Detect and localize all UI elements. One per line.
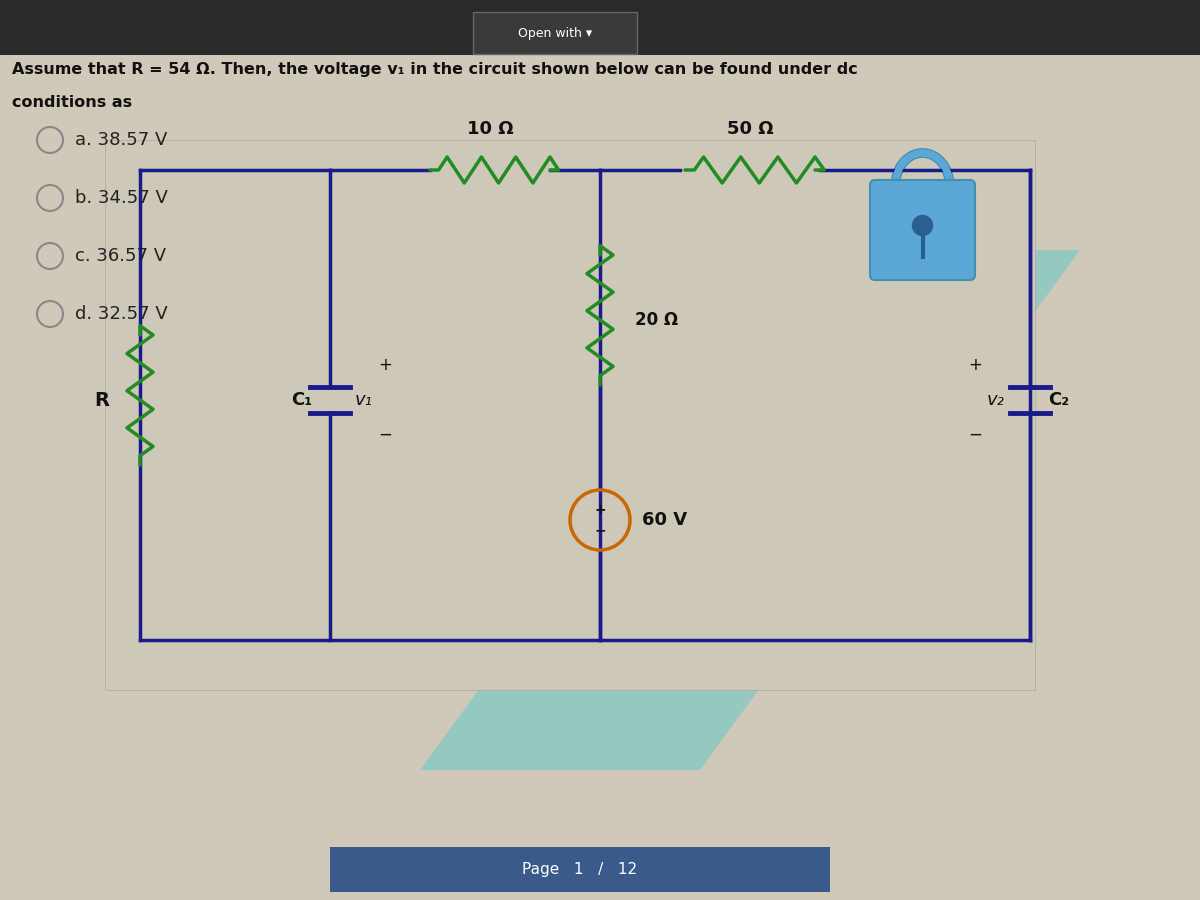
Text: +: + bbox=[594, 503, 606, 517]
FancyBboxPatch shape bbox=[330, 847, 830, 892]
Text: +: + bbox=[968, 356, 982, 374]
Text: b. 34.57 V: b. 34.57 V bbox=[74, 189, 168, 207]
Text: C₁: C₁ bbox=[290, 391, 312, 409]
FancyBboxPatch shape bbox=[870, 180, 974, 280]
Text: Page   1   /   12: Page 1 / 12 bbox=[522, 862, 637, 877]
Text: Open with ▾: Open with ▾ bbox=[518, 26, 592, 40]
Text: v₁: v₁ bbox=[355, 391, 373, 409]
FancyBboxPatch shape bbox=[106, 140, 1036, 690]
Text: c. 36.57 V: c. 36.57 V bbox=[74, 247, 166, 265]
Polygon shape bbox=[420, 250, 1080, 770]
FancyBboxPatch shape bbox=[473, 12, 637, 54]
Text: −: − bbox=[378, 426, 392, 444]
Text: −: − bbox=[594, 523, 606, 537]
FancyBboxPatch shape bbox=[0, 0, 1200, 55]
Text: 60 V: 60 V bbox=[642, 511, 688, 529]
Text: C₂: C₂ bbox=[1048, 391, 1069, 409]
Text: 50 Ω: 50 Ω bbox=[727, 120, 773, 138]
Text: R: R bbox=[95, 391, 109, 410]
Circle shape bbox=[912, 215, 932, 236]
Text: conditions as: conditions as bbox=[12, 95, 132, 110]
Text: d. 32.57 V: d. 32.57 V bbox=[74, 305, 168, 323]
Text: −: − bbox=[968, 426, 982, 444]
Text: a. 38.57 V: a. 38.57 V bbox=[74, 131, 167, 149]
Text: 10 Ω: 10 Ω bbox=[467, 120, 514, 138]
Text: 20 Ω: 20 Ω bbox=[635, 311, 678, 329]
Text: +: + bbox=[378, 356, 392, 374]
Text: Assume that R = 54 Ω. Then, the voltage v₁ in the circuit shown below can be fou: Assume that R = 54 Ω. Then, the voltage … bbox=[12, 62, 858, 77]
Text: v₂: v₂ bbox=[988, 391, 1006, 409]
